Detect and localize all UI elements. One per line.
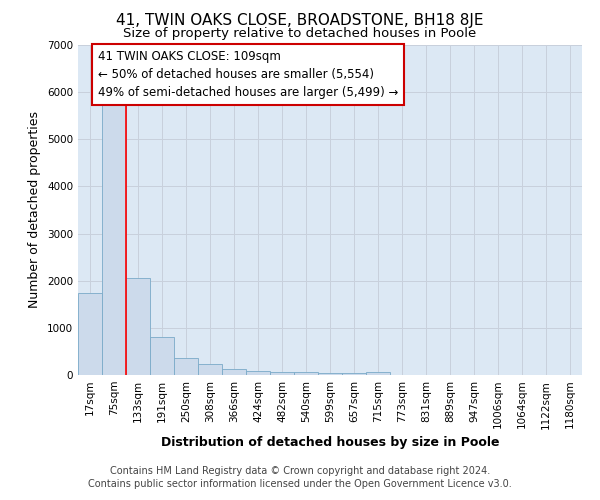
Bar [342, 373, 366, 375]
Bar [102, 104, 126, 375]
Text: 41 TWIN OAKS CLOSE: 109sqm
← 50% of detached houses are smaller (5,554)
49% of s: 41 TWIN OAKS CLOSE: 109sqm ← 50% of deta… [98, 50, 398, 99]
Text: 41, TWIN OAKS CLOSE, BROADSTONE, BH18 8JE: 41, TWIN OAKS CLOSE, BROADSTONE, BH18 8J… [116, 12, 484, 28]
Y-axis label: Number of detached properties: Number of detached properties [28, 112, 41, 308]
X-axis label: Distribution of detached houses by size in Poole: Distribution of detached houses by size … [161, 436, 499, 448]
Bar [246, 371, 270, 375]
Text: Size of property relative to detached houses in Poole: Size of property relative to detached ho… [124, 28, 476, 40]
Bar [222, 370, 246, 375]
Text: Contains HM Land Registry data © Crown copyright and database right 2024.
Contai: Contains HM Land Registry data © Crown c… [88, 466, 512, 489]
Bar [294, 372, 318, 375]
Bar [174, 358, 198, 375]
Bar [366, 372, 390, 375]
Bar [198, 364, 222, 375]
Bar [150, 338, 174, 375]
Bar [78, 292, 102, 375]
Bar [126, 278, 150, 375]
Bar [318, 373, 342, 375]
Bar [270, 372, 294, 375]
